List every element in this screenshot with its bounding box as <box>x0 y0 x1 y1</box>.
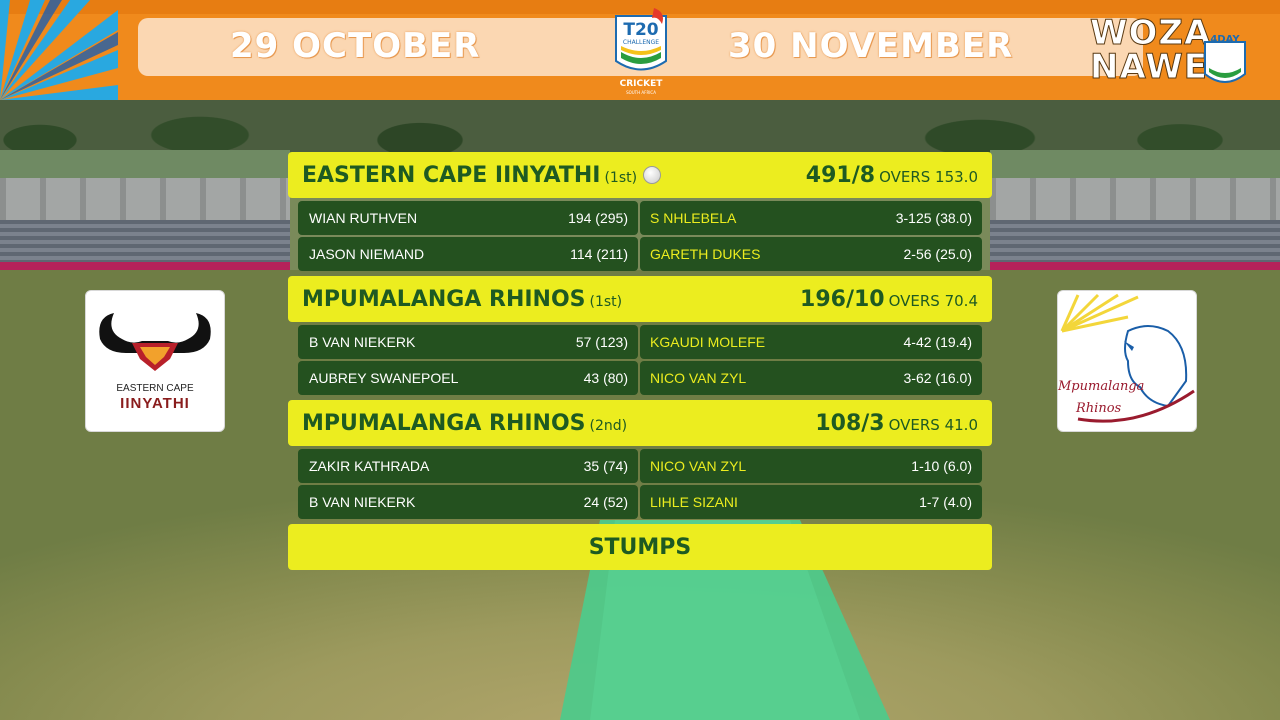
bowler-cell: GARETH DUKES 2-56 (25.0) <box>640 237 982 271</box>
eastern-cape-text: EASTERN CAPE <box>116 383 194 394</box>
innings-team-name-wrap: MPUMALANGA RHINOS (1st) <box>302 276 622 322</box>
batter-cell: WIAN RUTHVEN 194 (295) <box>298 201 638 235</box>
batter-figures: 35 (74) <box>583 458 628 474</box>
bowler-figures: 1-10 (6.0) <box>911 458 972 474</box>
four-day-badge: 4DAY <box>1210 34 1240 45</box>
innings-score: 491/8 <box>805 163 876 188</box>
innings-team-name-wrap: EASTERN CAPE IINYATHI (1st) <box>302 152 662 198</box>
player-row: JASON NIEMAND 114 (211) GARETH DUKES 2-5… <box>298 237 982 271</box>
rhino-logo-icon <box>1060 293 1195 423</box>
batter-name: JASON NIEMAND <box>309 246 425 262</box>
bowler-cell: NICO VAN ZYL 3-62 (16.0) <box>640 361 982 395</box>
cricket-logo-subtext: SOUTH AFRICA <box>626 90 656 95</box>
bowler-name: NICO VAN ZYL <box>650 458 747 474</box>
woza-text: WOZA <box>1089 13 1212 53</box>
match-status: STUMPS <box>288 524 992 570</box>
innings-label: (2nd) <box>589 418 628 434</box>
batter-figures: 24 (52) <box>583 494 628 510</box>
innings-header-ec-1st: EASTERN CAPE IINYATHI (1st) 491/8 OVERS 15… <box>288 152 992 198</box>
batter-name: AUBREY SWANEPOEL <box>309 370 459 386</box>
bowler-cell: NICO VAN ZYL 1-10 (6.0) <box>640 449 982 483</box>
batter-name: B VAN NIEKERK <box>309 494 416 510</box>
bowler-cell: LIHLE SIZANI 1-7 (4.0) <box>640 485 982 519</box>
player-row: ZAKIR KATHRADA 35 (74) NICO VAN ZYL 1-10… <box>298 449 982 483</box>
innings-overs: OVERS 41.0 <box>888 416 978 434</box>
four-day-shield-icon <box>1204 41 1246 83</box>
innings-score-wrap: 491/8 OVERS 153.0 <box>806 152 978 198</box>
bowler-figures: 3-125 (38.0) <box>895 210 972 226</box>
end-date: 30 NOVEMBER <box>728 26 1014 66</box>
bowler-cell: KGAUDI MOLEFE 4-42 (19.4) <box>640 325 982 359</box>
mpumalanga-text: Mpumalanga <box>1058 379 1145 394</box>
innings-header-mr-1st: MPUMALANGA RHINOS (1st) 196/10 OVERS 70.4 <box>288 276 992 322</box>
bowler-name: NICO VAN ZYL <box>650 370 747 386</box>
mpumalanga-rhinos-logo: Mpumalanga Rhinos <box>1057 290 1197 432</box>
player-row: AUBREY SWANEPOEL 43 (80) NICO VAN ZYL 3-… <box>298 361 982 395</box>
innings-label: (1st) <box>589 294 623 310</box>
player-row: WIAN RUTHVEN 194 (295) S NHLEBELA 3-125 … <box>298 201 982 235</box>
innings-team-name-wrap: MPUMALANGA RHINOS (2nd) <box>302 400 627 446</box>
buffalo-logo-icon <box>99 313 211 371</box>
player-row: B VAN NIEKERK 24 (52) LIHLE SIZANI 1-7 (… <box>298 485 982 519</box>
batter-name: ZAKIR KATHRADA <box>309 458 430 474</box>
woza-nawe-logo: WOZA NAWE 4DAY <box>1089 12 1270 92</box>
banner-stripe <box>0 0 1280 14</box>
batter-cell: ZAKIR KATHRADA 35 (74) <box>298 449 638 483</box>
start-date: 29 OCTOBER <box>230 26 481 66</box>
cricket-logo-text: CRICKET <box>619 79 663 89</box>
t20-logo-subtext: CHALLENGE <box>622 39 660 46</box>
batter-name: B VAN NIEKERK <box>309 334 416 350</box>
batter-name: WIAN RUTHVEN <box>309 210 418 226</box>
bowler-name: KGAUDI MOLEFE <box>650 334 766 350</box>
bowler-name: LIHLE SIZANI <box>650 494 738 510</box>
batter-figures: 57 (123) <box>575 334 628 350</box>
eastern-cape-logo: EASTERN CAPE IINYATHI <box>85 290 225 432</box>
batter-cell: JASON NIEMAND 114 (211) <box>298 237 638 271</box>
top-banner: 29 OCTOBER 30 NOVEMBER T20 CHALLENGE CRI… <box>0 0 1280 100</box>
innings-header-mr-2nd: MPUMALANGA RHINOS (2nd) 108/3 OVERS 41.0 <box>288 400 992 446</box>
batter-figures: 194 (295) <box>568 210 628 226</box>
cricket-ball-icon <box>643 166 662 184</box>
innings-score: 108/3 <box>815 411 885 436</box>
t20-shield-icon <box>615 8 667 71</box>
bowler-cell: S NHLEBELA 3-125 (38.0) <box>640 201 982 235</box>
t20-logo-text: T20 <box>623 20 659 40</box>
innings-overs: OVERS 70.4 <box>888 292 978 310</box>
innings-team-name: MPUMALANGA RHINOS <box>302 287 586 312</box>
bowler-figures: 1-7 (4.0) <box>919 494 972 510</box>
t20-challenge-logo: T20 CHALLENGE CRICKET SOUTH AFRICA <box>606 6 676 96</box>
innings-team-name: EASTERN CAPE IINYATHI <box>302 163 601 188</box>
sun-rays-icon <box>0 0 118 100</box>
nawe-text: NAWE <box>1090 47 1208 87</box>
innings-score-wrap: 196/10 OVERS 70.4 <box>800 276 978 322</box>
seats-right <box>990 220 1280 265</box>
innings-score-wrap: 108/3 OVERS 41.0 <box>815 400 978 446</box>
bowler-name: GARETH DUKES <box>650 246 761 262</box>
innings-team-name: MPUMALANGA RHINOS <box>302 411 586 436</box>
innings-label: (1st) <box>604 170 638 186</box>
rhinos-text: Rhinos <box>1076 401 1122 416</box>
bowler-figures: 4-42 (19.4) <box>903 334 972 350</box>
stand-roof-right <box>990 150 1280 178</box>
player-row: B VAN NIEKERK 57 (123) KGAUDI MOLEFE 4-4… <box>298 325 982 359</box>
batter-cell: B VAN NIEKERK 57 (123) <box>298 325 638 359</box>
iinyathi-text: IINYATHI <box>120 395 190 412</box>
batter-figures: 114 (211) <box>570 246 628 262</box>
innings-score: 196/10 <box>800 287 885 312</box>
batter-figures: 43 (80) <box>583 370 628 386</box>
bowler-figures: 3-62 (16.0) <box>903 370 972 386</box>
bowler-figures: 2-56 (25.0) <box>903 246 972 262</box>
stand-roof-left <box>0 150 290 178</box>
innings-overs: OVERS 153.0 <box>879 168 978 186</box>
tree-line <box>0 100 1280 155</box>
bowler-name: S NHLEBELA <box>650 210 737 226</box>
seats-left <box>0 220 290 265</box>
batter-cell: B VAN NIEKERK 24 (52) <box>298 485 638 519</box>
batter-cell: AUBREY SWANEPOEL 43 (80) <box>298 361 638 395</box>
